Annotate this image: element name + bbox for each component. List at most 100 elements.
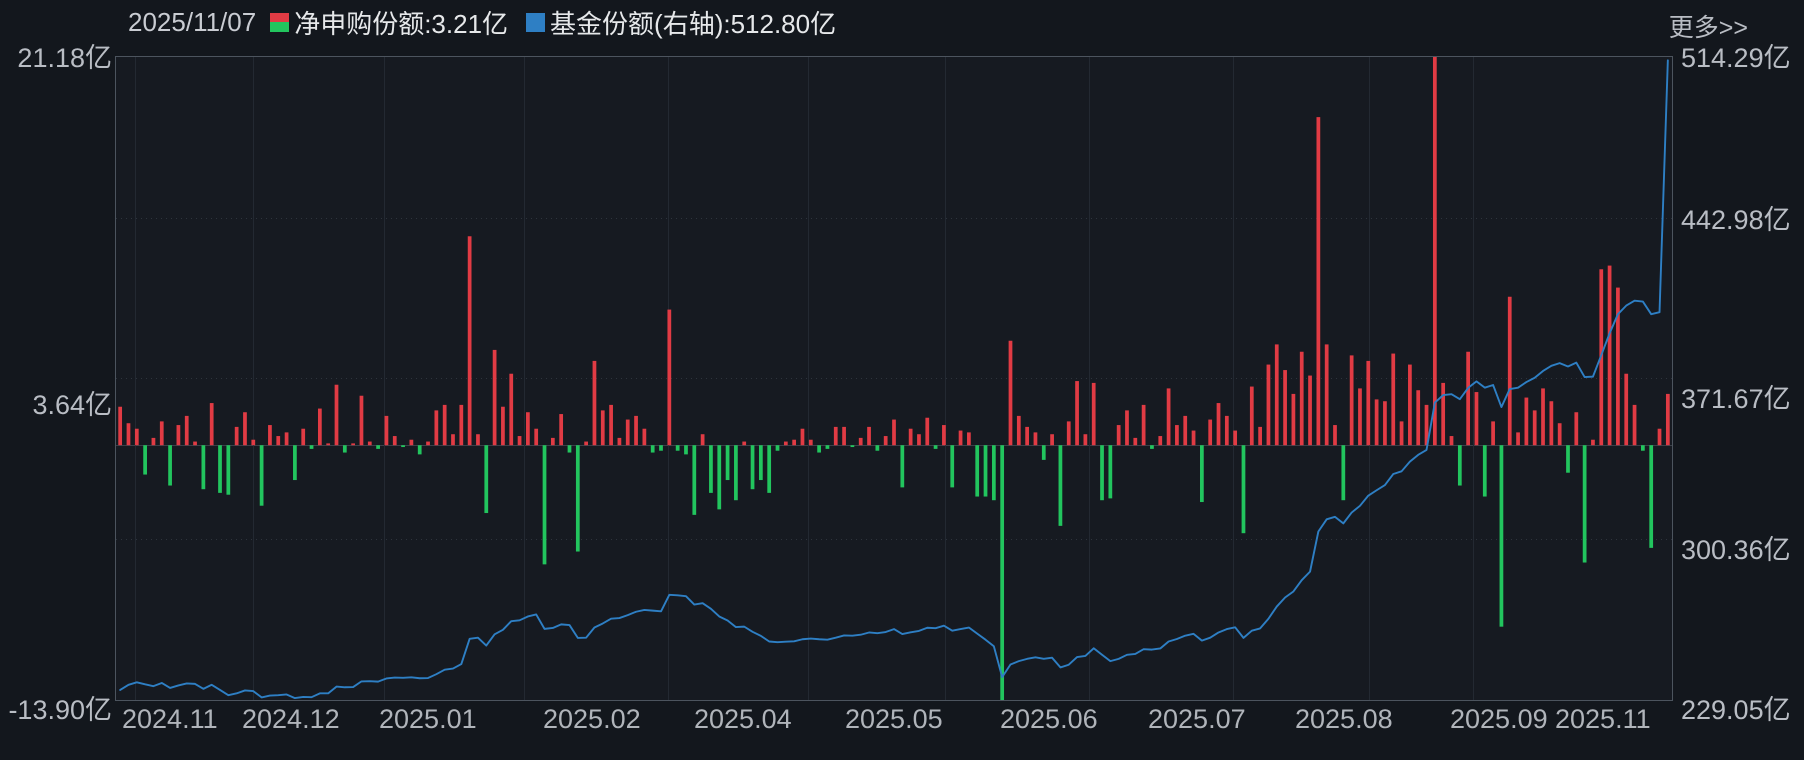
legend-item-fund-shares[interactable]: 基金份额(右轴):512.80亿 [526,4,836,41]
bar-122 [1133,437,1138,446]
right-axis-tick-3: 300.36亿 [1681,535,1791,565]
bar-172 [1549,401,1554,446]
bar-115 [1075,381,1079,446]
bar-140 [1283,370,1287,446]
bar-124 [1150,445,1154,449]
bar-79 [775,445,780,451]
bar-127 [1175,425,1179,446]
bar-123 [1141,404,1146,446]
bar-55 [575,445,580,552]
bar-88 [850,445,855,448]
bar-11 [209,403,214,446]
bar-97 [925,417,930,446]
bar-145 [1324,344,1329,446]
right-axis-tick-1: 442.98亿 [1681,205,1791,235]
bar-92 [883,436,888,446]
bar-148 [1349,355,1354,446]
bar-47 [509,373,514,446]
bar-8 [184,415,189,446]
bar-41 [459,404,464,446]
left-axis-tick-2: -13.90亿 [8,695,112,725]
bar-134 [1233,430,1238,446]
bar-30 [367,441,372,446]
bar-68 [684,445,688,455]
bar-58 [600,410,605,446]
left-axis-tick-1: 3.64亿 [32,390,112,420]
bar-147 [1341,445,1346,501]
bar-12 [218,445,222,493]
bar-117 [1091,382,1096,446]
bar-142 [1299,351,1304,446]
right-axis-tick-0: 514.29亿 [1681,43,1791,73]
bar-125 [1158,436,1163,446]
bar-181 [1624,373,1629,446]
right-axis-tick-2: 371.67亿 [1681,384,1791,414]
bar-120 [1116,425,1121,446]
bar-98 [933,445,938,449]
bar-159 [1441,382,1446,446]
bar-169 [1524,397,1529,446]
bar-177 [1591,439,1595,446]
x-axis-tick-5: 2025.05 [845,704,943,734]
bar-133 [1224,415,1229,446]
bar-129 [1191,430,1196,446]
bar-81 [792,439,797,446]
bar-153 [1391,353,1396,446]
bar-186 [1665,393,1670,446]
bar-111 [1041,445,1046,460]
bar-14 [234,426,239,446]
bar-0 [118,406,123,446]
bar-156 [1416,390,1421,446]
bar-44 [484,445,489,514]
chart-header-legend-group: 2025/11/07 净申购份额:3.21亿 基金份额(右轴):512.80亿 [128,0,854,44]
more-link[interactable]: 更多>> [1668,14,1748,42]
bar-24 [317,408,322,446]
chart-plot-area[interactable] [115,56,1673,701]
bar-26 [334,384,339,446]
bar-176 [1582,445,1587,563]
bar-38 [434,410,439,446]
bar-166 [1499,445,1504,627]
bar-45 [492,349,497,446]
bar-96 [917,434,921,446]
right-axis-tick-4: 229.05亿 [1681,695,1791,725]
bar-135 [1241,445,1246,534]
bar-102 [967,432,971,446]
bar-155 [1408,364,1412,446]
bar-63 [642,428,647,446]
bar-34 [401,445,405,448]
bar-71 [709,445,713,493]
bar-141 [1291,393,1296,446]
bar-13 [226,445,231,495]
bar-28 [351,443,356,446]
bar-60 [617,437,622,446]
bar-57 [592,360,597,446]
bar-54 [567,445,572,453]
bar-112 [1050,434,1054,446]
bar-77 [758,445,763,481]
line-series-fund-shares [119,59,1669,700]
bar-152 [1383,401,1387,446]
bar-146 [1333,425,1337,446]
bar-154 [1399,421,1404,446]
bar-136 [1249,386,1254,446]
bar-180 [1616,287,1620,446]
chart-header: 2025/11/07 净申购份额:3.21亿 基金份额(右轴):512.80亿 … [0,0,1804,44]
bar-7 [176,425,181,446]
bar-66 [667,309,672,446]
bar-2 [134,428,139,446]
bar-149 [1358,388,1362,446]
bar-64 [650,445,655,453]
bar-164 [1482,445,1487,497]
bar-75 [742,441,747,446]
bar-119 [1108,445,1113,499]
bar-74 [734,445,738,501]
bar-105 [991,445,996,501]
x-axis-tick-1: 2024.12 [242,704,340,734]
bar-1 [126,423,131,446]
bar-82 [800,428,805,446]
bar-84 [817,445,821,453]
legend-item-net-subscription[interactable]: 净申购份额:3.21亿 [270,4,508,41]
bar-25 [326,443,331,446]
